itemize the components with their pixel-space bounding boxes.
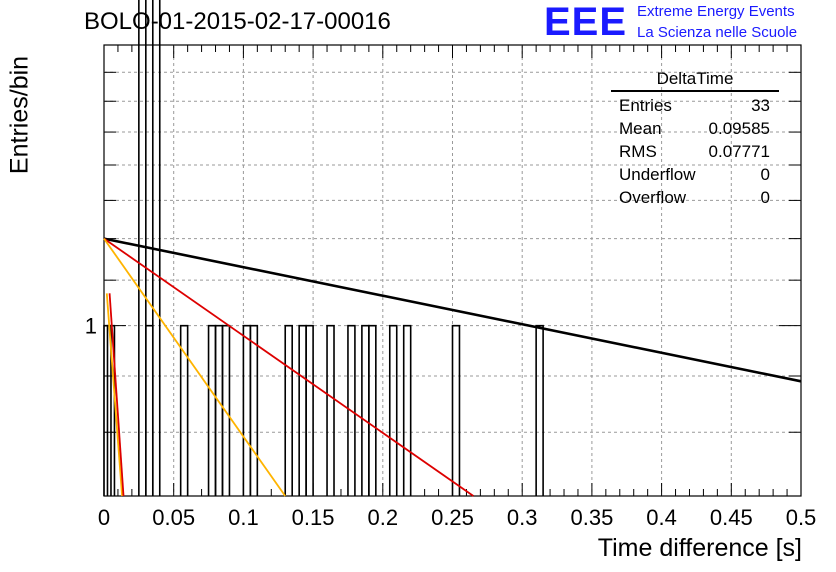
stats-label: Entries (619, 96, 672, 115)
histogram-bar (242, 324, 252, 496)
x-tick-label: 0.2 (368, 505, 399, 530)
stats-box: DeltaTime Entries 33 Mean 0.09585 RMS 0.077… (611, 68, 779, 209)
histogram-bar (368, 324, 377, 496)
histogram-bar (284, 324, 293, 496)
stats-value: 0.09585 (708, 119, 770, 138)
fit-line (103, 237, 802, 383)
x-tick-label: 0.1 (228, 505, 259, 530)
stats-label: RMS (619, 142, 657, 161)
fit-line (108, 293, 125, 497)
y-tick-label: 1 (85, 314, 97, 339)
x-tick-label: 0.5 (786, 505, 817, 530)
stats-value: 33 (751, 96, 770, 115)
histogram-bar (221, 324, 231, 496)
fit-lines (103, 237, 802, 497)
histogram-bar (361, 324, 370, 496)
fit-line (103, 238, 286, 497)
stats-label: Overflow (619, 188, 687, 207)
histogram-bar (451, 324, 461, 496)
x-tick-label: 0 (98, 505, 110, 530)
stats-name: DeltaTime (656, 69, 734, 88)
histogram-bar (535, 324, 544, 496)
fit-line (105, 293, 124, 497)
x-tick-label: 0.45 (710, 505, 753, 530)
logo-line-2: La Scienza nelle Scuole (637, 24, 798, 41)
x-tick-label: 0.35 (570, 505, 613, 530)
stats-value: 0 (760, 188, 770, 207)
histogram-bar (207, 324, 217, 496)
stats-row-mean: Mean 0.09585 (611, 117, 779, 140)
histogram-bar (326, 324, 335, 496)
histogram-bar (151, 0, 161, 496)
stats-divider (611, 90, 779, 92)
eee-logo: EEE (544, 0, 628, 44)
logo-line-1: Extreme Energy Events (637, 3, 795, 20)
stats-row-entries: Entries 33 (611, 94, 779, 117)
stats-label: Underflow (619, 165, 696, 184)
stats-row-overflow: Overflow 0 (611, 186, 779, 209)
stats-row-rms: RMS 0.07771 (611, 140, 779, 163)
y-axis-label: Entries/bin (5, 55, 34, 175)
histogram-bar (179, 324, 189, 496)
histogram-bar (214, 324, 224, 496)
stats-label: Mean (619, 119, 662, 138)
stats-row-underflow: Underflow 0 (611, 163, 779, 186)
histogram-bar (298, 324, 307, 496)
histogram-bar (305, 324, 314, 496)
histogram-bar (388, 324, 398, 496)
stats-value: 0.07771 (708, 142, 770, 161)
histogram-bar (402, 324, 412, 496)
x-tick-label: 0.3 (507, 505, 538, 530)
histogram-bar (347, 324, 356, 496)
x-tick-label: 0.05 (152, 505, 195, 530)
histogram-bar (145, 324, 154, 496)
y-axis-label-box: Entries/bin (4, 45, 36, 185)
fit-line (103, 237, 474, 497)
tick-labels: 0 0.05 0.1 0.15 0.2 0.25 0.3 0.35 0.4 0.45 0.5 1 (85, 314, 817, 530)
x-axis-label: Time difference [s] (597, 534, 802, 562)
x-tick-label: 0.15 (292, 505, 335, 530)
histogram-bars (103, 0, 544, 496)
stats-value: 0 (760, 165, 770, 184)
x-tick-label: 0.4 (646, 505, 677, 530)
histogram-bar (249, 324, 259, 496)
chart-title: BOLO-01-2015-02-17-00016 (84, 8, 391, 35)
x-tick-label: 0.25 (431, 505, 474, 530)
